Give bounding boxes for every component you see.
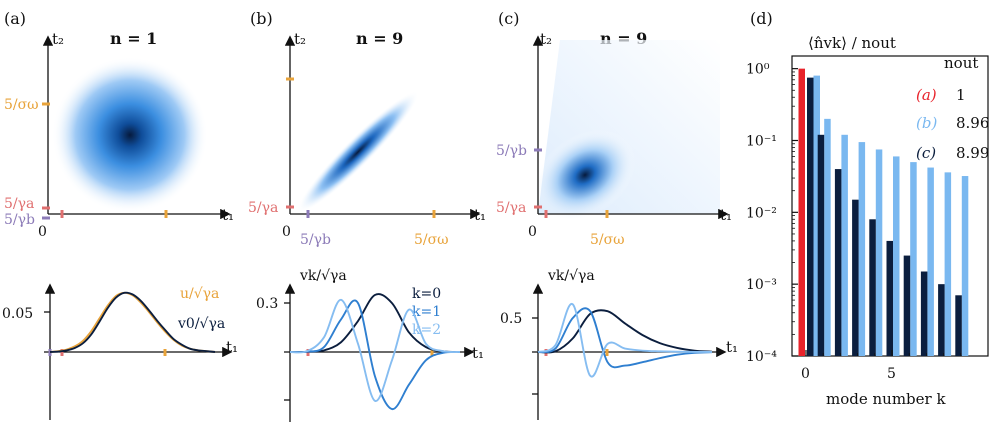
bar-(c)-k8 <box>938 284 945 356</box>
panel-b-zero: 0 <box>282 224 291 240</box>
bar-(c)-k5 <box>886 240 893 356</box>
panel-a-legend-v0: v0/√γa <box>177 316 225 332</box>
panel-d-legend-a-label: (a) <box>916 86 937 104</box>
panel-b-label-gamma-b: 5/γb <box>300 232 331 248</box>
panel-b-legend-k1: k=1 <box>412 304 441 320</box>
bar-(b)-k0 <box>813 75 820 357</box>
bar-(b)-k6 <box>910 162 917 356</box>
panel-c-lower-ylabel: vk/√γa <box>547 268 595 284</box>
panel-d-xtick-label-5: 5 <box>887 366 896 382</box>
bar-(c)-k9 <box>955 295 962 356</box>
lines-a-series-1 <box>49 291 216 353</box>
panel-d-xtick-label-0: 0 <box>801 366 810 382</box>
panel-c-density <box>534 129 636 221</box>
bar-(c)-k4 <box>869 219 876 356</box>
panel-d: (d) ⟨n̂vk⟩ / nout nout (a) 1 (b) 8.96 (c… <box>746 9 989 408</box>
bar-(b)-k9 <box>961 176 969 356</box>
panel-b-legend-k0: k=0 <box>412 286 441 302</box>
panel-d-legend-b-label: (b) <box>916 114 937 132</box>
lines-c-series-1 <box>537 307 713 369</box>
bar-(c)-k7 <box>920 271 928 356</box>
bar-(c)-k0 <box>807 77 814 356</box>
panel-d-xlabel: mode number k <box>826 390 946 408</box>
panel-a-xvar: t₁ <box>222 206 234 224</box>
bar-(b)-k7 <box>927 167 934 356</box>
panel-b-xvar: t₁ <box>474 206 486 224</box>
panel-b-yvar: t₂ <box>294 30 306 48</box>
panel-d-legend-b-value: 8.96 <box>956 114 989 132</box>
lines-c-series-2 <box>537 303 713 378</box>
panel-c-label-gamma-a: 5/γa <box>496 200 526 216</box>
panel-d-ytick-label-3: 10⁻³ <box>746 277 777 293</box>
panel-c-yvar: t₂ <box>540 30 552 48</box>
panel-a-lower-ytick-label: 0.05 <box>2 306 33 322</box>
panel-a-label-gamma-b: 5/γb <box>4 212 35 228</box>
panel-d-ylabel: ⟨n̂vk⟩ / nout <box>808 34 896 52</box>
panel-a-title: n = 1 <box>110 29 157 48</box>
panel-a-label-sigma: 5/σω <box>4 97 39 113</box>
panel-a: (a) n = 1 t₂ t₁ 5/σω 5/γa 5/γb 0 0.05 t₁… <box>2 9 238 420</box>
panel-d-ytick-label-2: 10⁻² <box>746 205 777 221</box>
panel-d-ytick-label-1: 10⁻¹ <box>746 133 777 149</box>
panel-c-lower-ytick-label: 0.5 <box>500 311 522 327</box>
panel-b-lower-xvar: t₁ <box>472 344 484 362</box>
bar-(b)-k8 <box>944 172 952 356</box>
panel-a-yvar: t₂ <box>52 30 64 48</box>
bar-(c)-k2 <box>834 169 842 356</box>
panel-d-bars <box>798 68 969 357</box>
panel-c: (c) n = 9 t₂ t₁ 5/γb 5/γa 5/σω 0 0.5 vk/… <box>496 9 738 420</box>
panel-c-xvar: t₁ <box>720 206 732 224</box>
panel-b-lines <box>289 293 461 410</box>
panel-b-lower-ylabel: vk/√γa <box>299 268 347 284</box>
panel-c-lower-xvar: t₁ <box>726 338 738 356</box>
panel-a-legend-u: u/√γa <box>180 286 219 302</box>
panel-b-legend-k2: k=2 <box>412 322 441 338</box>
panel-a-label: (a) <box>4 9 26 28</box>
panel-a-lines <box>49 291 216 353</box>
panel-d-axis: 10⁰ 10⁻¹ 10⁻² 10⁻³ 10⁻⁴ 0 5 <box>746 62 962 382</box>
bar-(c)-k1 <box>817 134 825 356</box>
panel-a-density <box>52 57 208 213</box>
panel-d-legend-a-value: 1 <box>956 86 966 104</box>
panel-c-lines <box>537 303 713 378</box>
lines-c-series-0 <box>537 309 713 354</box>
panel-b: (b) n = 9 t₂ t₁ 5/γa 5/γb 5/σω 0 0.3 vk/… <box>248 9 486 422</box>
panel-b-label-sigma: 5/σω <box>414 232 449 248</box>
bar-(b)-k4 <box>875 149 883 356</box>
panel-d-ytick-label-0: 10⁰ <box>746 62 770 78</box>
panel-c-label-sigma: 5/σω <box>590 232 625 248</box>
panel-b-label: (b) <box>250 9 273 28</box>
bar-(c)-k3 <box>852 199 859 356</box>
panel-c-zero: 0 <box>528 224 537 240</box>
panel-a-zero: 0 <box>38 224 47 240</box>
bar-(b)-k2 <box>841 134 848 356</box>
panel-c-label-gamma-b: 5/γb <box>496 143 527 159</box>
bar-(b)-k3 <box>858 142 866 356</box>
bar-(a)-k0 <box>798 68 805 356</box>
panel-b-density <box>297 91 419 213</box>
panel-b-label-gamma-a: 5/γa <box>248 200 278 216</box>
bar-(b)-k1 <box>824 118 831 357</box>
panel-d-legend-title: nout <box>944 54 978 72</box>
panel-d-label: (d) <box>750 9 773 28</box>
panel-a-label-gamma-a: 5/γa <box>4 196 34 212</box>
lines-b-series-1 <box>289 299 461 410</box>
panel-c-label: (c) <box>498 9 519 28</box>
panel-a-lower-xvar: t₁ <box>226 338 238 356</box>
panel-b-lower-ytick-label: 0.3 <box>256 296 278 312</box>
bar-(c)-k6 <box>903 255 911 356</box>
panel-d-legend-c-label: (c) <box>916 144 936 162</box>
panel-b-title: n = 9 <box>356 29 403 48</box>
lines-b-series-2 <box>289 298 461 402</box>
panel-d-legend-c-value: 8.99 <box>956 144 989 162</box>
panel-d-ytick-label-4: 10⁻⁴ <box>746 349 777 365</box>
bar-(b)-k5 <box>893 156 900 356</box>
